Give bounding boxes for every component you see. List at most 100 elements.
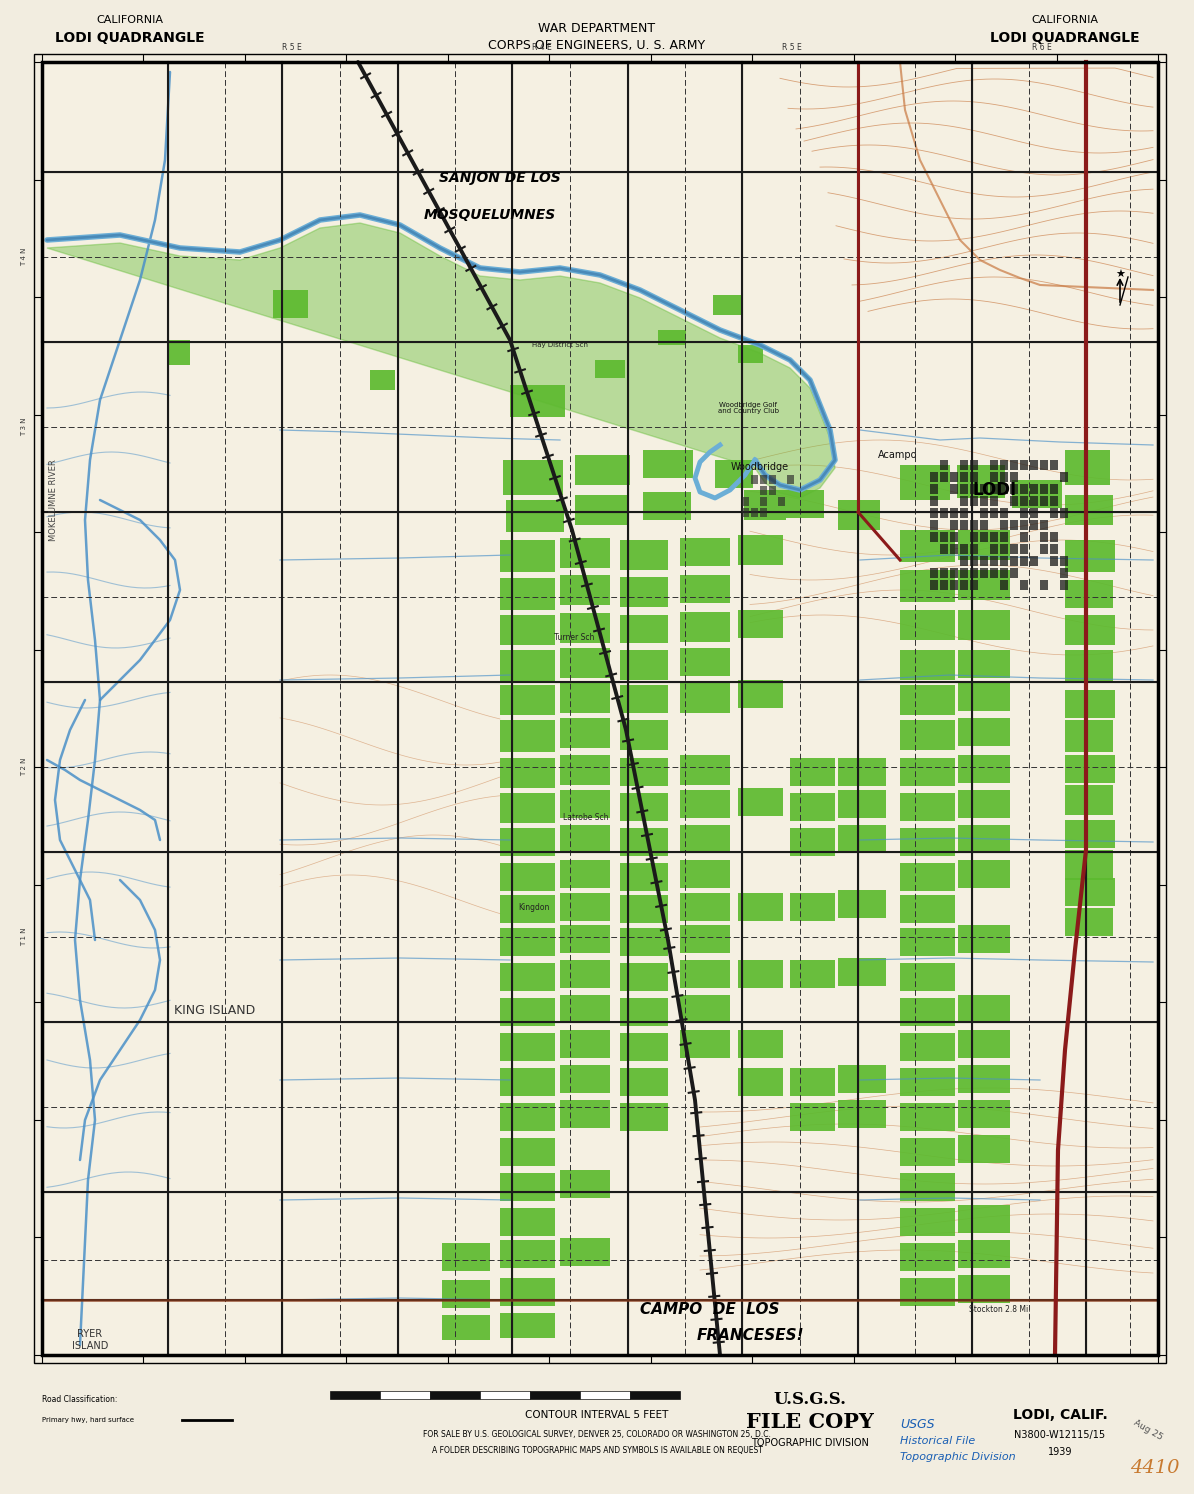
Bar: [620, 864, 667, 890]
Bar: [900, 828, 955, 856]
Bar: [930, 484, 938, 495]
Bar: [741, 508, 749, 517]
Bar: [970, 532, 978, 542]
Bar: [751, 475, 758, 484]
Bar: [990, 544, 998, 554]
Bar: [560, 1065, 610, 1094]
Bar: [1050, 556, 1058, 566]
Bar: [990, 496, 998, 506]
Bar: [644, 450, 693, 478]
Bar: [900, 998, 955, 1026]
Bar: [738, 961, 783, 988]
Bar: [620, 577, 667, 607]
Bar: [970, 472, 978, 483]
Bar: [658, 330, 687, 345]
Bar: [681, 825, 730, 853]
Text: R 5 E: R 5 E: [782, 42, 802, 51]
Bar: [738, 610, 783, 638]
Bar: [960, 460, 968, 471]
Bar: [442, 1315, 490, 1340]
Bar: [1040, 544, 1048, 554]
Bar: [1060, 580, 1067, 590]
Bar: [1040, 460, 1048, 471]
Bar: [1040, 520, 1048, 530]
Bar: [900, 1138, 955, 1165]
Bar: [838, 1100, 886, 1128]
Bar: [1020, 508, 1028, 518]
Bar: [500, 998, 555, 1026]
Bar: [761, 508, 767, 517]
Text: CONTOUR INTERVAL 5 FEET: CONTOUR INTERVAL 5 FEET: [525, 1410, 669, 1419]
Bar: [681, 995, 730, 1023]
Bar: [500, 1313, 555, 1339]
Bar: [787, 475, 794, 484]
Bar: [900, 1173, 955, 1201]
Bar: [576, 495, 627, 524]
Bar: [930, 532, 938, 542]
Bar: [950, 508, 958, 518]
Bar: [958, 1135, 1010, 1162]
Bar: [560, 538, 610, 568]
Bar: [713, 294, 743, 315]
Bar: [790, 828, 835, 856]
Bar: [960, 496, 968, 506]
Bar: [620, 964, 667, 991]
Bar: [960, 472, 968, 483]
Bar: [1020, 532, 1028, 542]
Bar: [503, 460, 564, 495]
Bar: [900, 757, 955, 786]
Text: SANJON DE LOS: SANJON DE LOS: [439, 170, 561, 185]
Bar: [560, 825, 610, 853]
Bar: [1001, 508, 1008, 518]
Text: CORPS OF ENGINEERS, U. S. ARMY: CORPS OF ENGINEERS, U. S. ARMY: [488, 39, 706, 51]
Bar: [1020, 496, 1028, 506]
Bar: [1060, 508, 1067, 518]
Text: R 5 E: R 5 E: [282, 42, 302, 51]
Bar: [958, 1206, 1010, 1233]
Bar: [1013, 480, 1061, 508]
Bar: [980, 484, 987, 495]
Bar: [681, 893, 730, 920]
Bar: [960, 520, 968, 530]
Text: 1939: 1939: [1048, 1448, 1072, 1457]
Bar: [838, 500, 880, 530]
Bar: [970, 544, 978, 554]
Bar: [1050, 484, 1058, 495]
Bar: [930, 496, 938, 506]
Text: ★: ★: [1115, 270, 1125, 279]
Bar: [900, 465, 950, 500]
Bar: [620, 539, 667, 571]
Bar: [580, 1391, 630, 1398]
Text: WAR DEPARTMENT: WAR DEPARTMENT: [538, 21, 656, 34]
Bar: [790, 793, 835, 822]
Bar: [950, 580, 958, 590]
Bar: [980, 496, 987, 506]
Bar: [1001, 532, 1008, 542]
Bar: [958, 650, 1010, 678]
Bar: [576, 456, 630, 486]
Bar: [560, 683, 610, 713]
Bar: [560, 1029, 610, 1058]
Bar: [930, 508, 938, 518]
Bar: [958, 1274, 1010, 1303]
Bar: [1065, 850, 1113, 880]
Bar: [1065, 539, 1115, 572]
Bar: [940, 568, 948, 578]
Bar: [442, 1280, 490, 1309]
Bar: [900, 793, 955, 822]
Bar: [560, 613, 610, 642]
Text: Acampo: Acampo: [879, 450, 918, 460]
Bar: [958, 790, 1010, 819]
Text: FRANCESES!: FRANCESES!: [696, 1328, 804, 1343]
Bar: [620, 686, 667, 713]
Text: T 4 N: T 4 N: [21, 248, 27, 266]
Bar: [620, 793, 667, 822]
Bar: [900, 571, 955, 602]
Bar: [560, 1100, 610, 1128]
Bar: [900, 864, 955, 890]
Text: LODI: LODI: [973, 481, 1017, 499]
Bar: [900, 686, 955, 716]
Bar: [980, 532, 987, 542]
Bar: [442, 1243, 490, 1271]
Text: Turner Sch: Turner Sch: [554, 633, 595, 642]
